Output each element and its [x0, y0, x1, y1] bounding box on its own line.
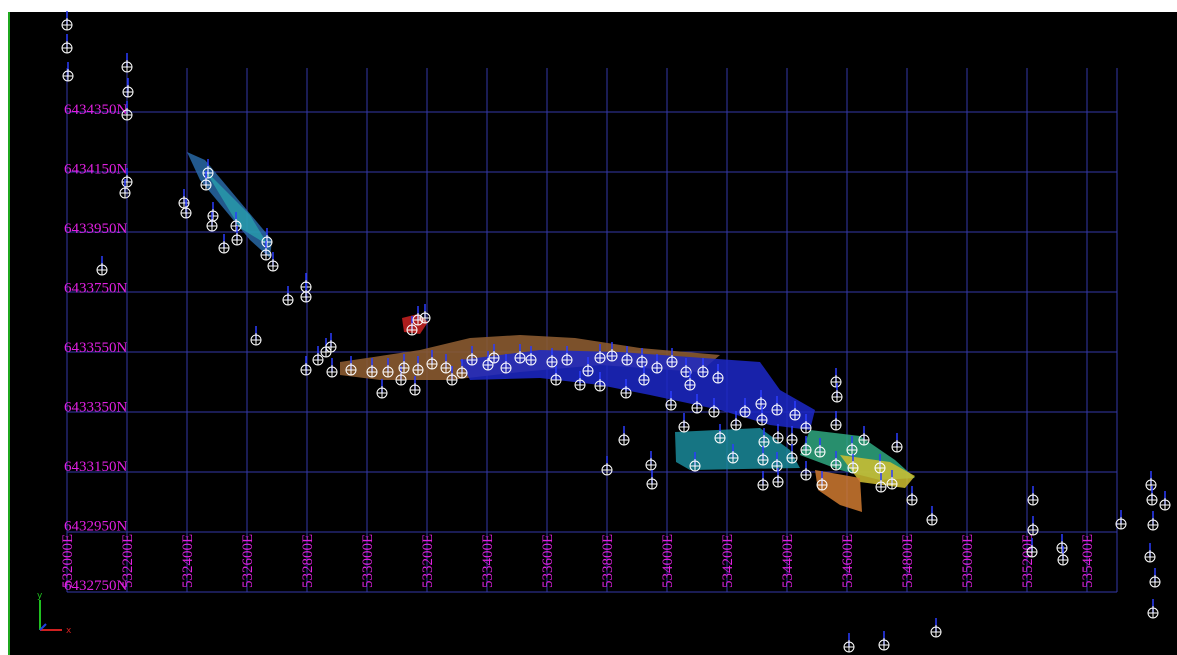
northing-label: 6434150N — [64, 162, 128, 178]
ore-body — [675, 428, 800, 470]
axis-label: x — [66, 626, 72, 636]
northing-label: 6432950N — [64, 519, 128, 535]
easting-label: 535200E — [1020, 534, 1036, 588]
z-axis-arrow — [39, 623, 47, 631]
easting-label: 533200E — [420, 534, 436, 588]
easting-label: 534400E — [780, 534, 796, 588]
axis-label: y — [37, 591, 43, 601]
easting-label: 532600E — [240, 534, 256, 588]
northing-label: 6433750N — [64, 281, 128, 297]
easting-label: 535000E — [960, 534, 976, 588]
northing-label: 6432750N — [64, 578, 128, 594]
easting-label: 533000E — [360, 534, 376, 588]
northing-label: 6433550N — [64, 340, 128, 356]
easting-label: 534000E — [660, 534, 676, 588]
northing-label: 6433150N — [64, 459, 128, 475]
easting-label: 532800E — [300, 534, 316, 588]
easting-label: 533600E — [540, 534, 556, 588]
easting-label: 532400E — [180, 534, 196, 588]
northing-label: 6433350N — [64, 400, 128, 416]
ore-body — [815, 470, 862, 512]
axis-triad: y x — [37, 591, 72, 636]
drillholes — [61, 11, 1171, 653]
easting-label: 535400E — [1080, 534, 1096, 588]
easting-label: 534600E — [840, 534, 856, 588]
easting-label: 534800E — [900, 534, 916, 588]
grid: 6434350N 6434150N 6433950N 6433750N 6433550N… — [60, 68, 1118, 594]
easting-label: 533800E — [600, 534, 616, 588]
easting-label: 532200E — [120, 534, 136, 588]
ore-body — [205, 170, 268, 245]
viewport-background — [9, 12, 1177, 655]
ore-body — [460, 350, 815, 430]
easting-label: 533400E — [480, 534, 496, 588]
northing-label: 6434350N — [64, 102, 128, 118]
easting-label: 534200E — [720, 534, 736, 588]
easting-label: 532000E — [60, 534, 76, 588]
northing-label: 6433950N — [64, 221, 128, 237]
ore-bodies — [187, 152, 915, 512]
